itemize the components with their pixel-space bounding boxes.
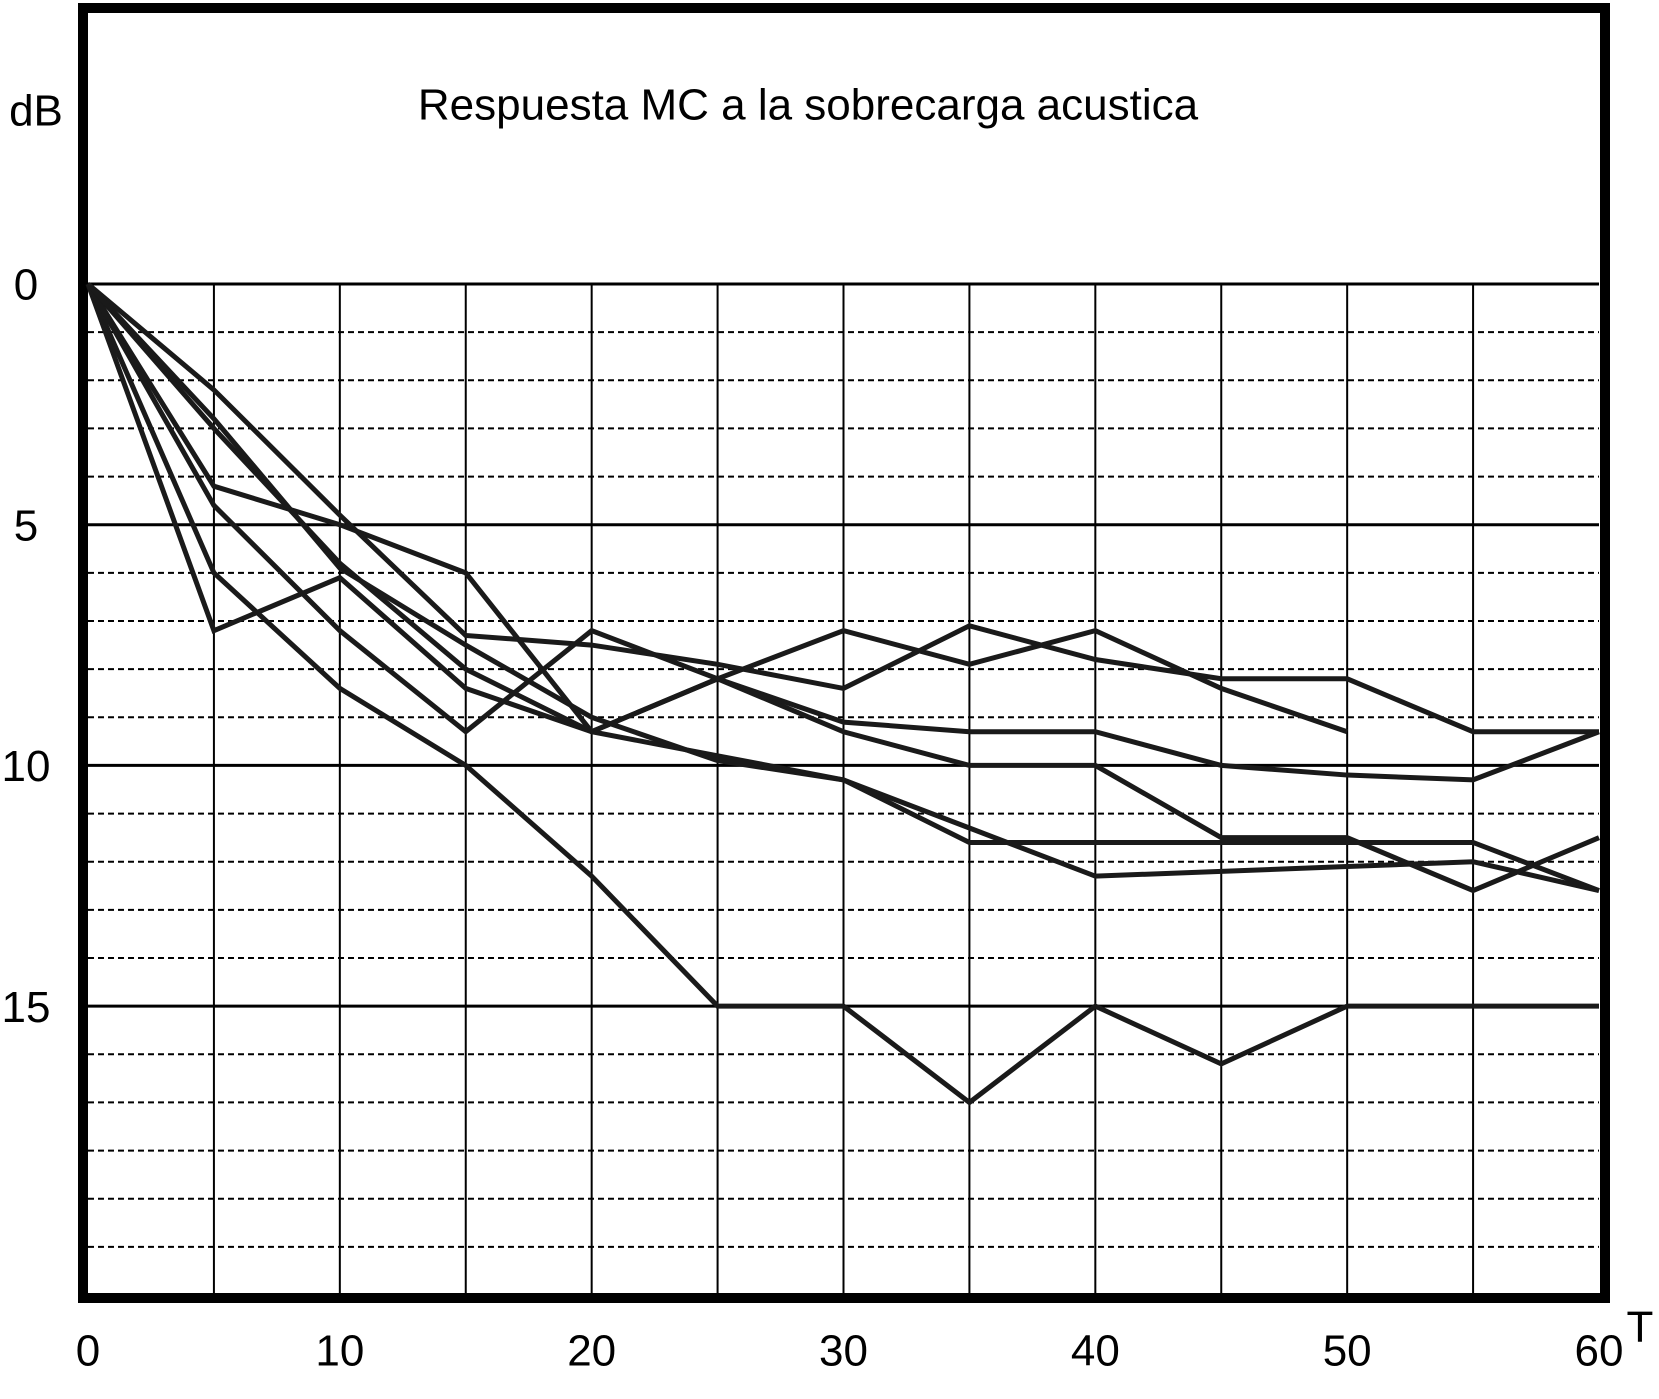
series-line [86,282,1600,783]
y-tick-label: 15 [2,983,51,1032]
y-axis-label: dB [9,87,63,136]
x-tick-label: 50 [1323,1327,1372,1376]
x-tick-label: 0 [76,1327,100,1376]
series-line [85,283,1599,1106]
series-line [86,282,1599,735]
x-axis-label: T [1627,1303,1654,1352]
y-tick-label: 5 [14,501,38,550]
x-tick-label: 10 [315,1327,364,1376]
x-tick-label: 20 [567,1327,616,1376]
x-tick-label: 60 [1575,1327,1624,1376]
series-line [85,282,1600,894]
frame [78,3,1610,1303]
x-tick-label: 40 [1071,1327,1120,1376]
chart-title: Respuesta MC a la sobrecarga acustica [418,81,1199,130]
y-tick-label: 10 [2,742,51,791]
series-line [86,282,1600,893]
x-tick-label: 30 [819,1327,868,1376]
y-tick-label: 0 [14,261,38,310]
